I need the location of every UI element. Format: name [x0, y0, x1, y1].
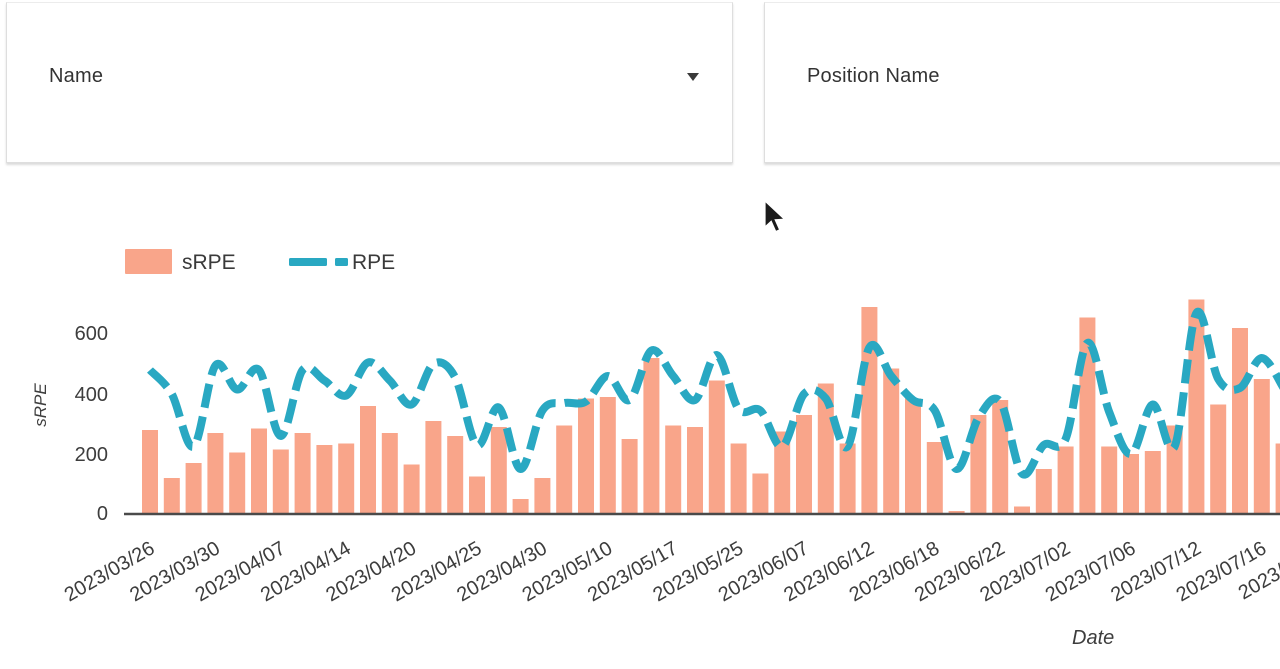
srpe-bar[interactable]	[1014, 506, 1030, 515]
srpe-bar[interactable]	[1210, 404, 1227, 515]
position-filter-label: Position Name	[807, 65, 940, 87]
srpe-bar[interactable]	[490, 427, 507, 514]
srpe-bar[interactable]	[905, 398, 921, 515]
srpe-bar[interactable]	[316, 445, 333, 514]
srpe-bar[interactable]	[817, 383, 834, 515]
srpe-bar[interactable]	[381, 433, 398, 514]
legend-rpe-swatch[interactable]	[289, 258, 351, 266]
srpe-bar[interactable]	[839, 443, 856, 515]
srpe-bar[interactable]	[621, 439, 638, 514]
srpe-bar[interactable]	[1275, 443, 1280, 515]
position-filter-card[interactable]: Position Name	[764, 2, 1280, 163]
legend-rpe-dash	[289, 258, 327, 266]
rpe-line[interactable]	[147, 307, 1280, 479]
srpe-bar[interactable]	[774, 431, 791, 515]
srpe-bar[interactable]	[185, 463, 202, 514]
srpe-bar[interactable]	[294, 433, 311, 514]
srpe-bar[interactable]	[447, 436, 464, 514]
y-tick-label: 0	[96, 503, 108, 525]
legend-rpe-dash	[335, 258, 348, 266]
y-tick-label: 400	[74, 384, 108, 406]
srpe-bar[interactable]	[796, 415, 812, 514]
srpe-bar[interactable]	[338, 443, 355, 515]
srpe-bar[interactable]	[207, 433, 224, 514]
srpe-bar[interactable]	[163, 478, 180, 514]
srpe-bar[interactable]	[1166, 425, 1183, 515]
srpe-bar[interactable]	[1057, 446, 1074, 515]
srpe-bar[interactable]	[970, 415, 987, 514]
y-tick-label: 200	[74, 444, 108, 466]
srpe-bar[interactable]	[1232, 328, 1248, 514]
srpe-bar[interactable]	[883, 368, 900, 515]
srpe-bar[interactable]	[752, 473, 769, 515]
srpe-bar[interactable]	[730, 443, 747, 515]
srpe-bar[interactable]	[687, 427, 703, 514]
srpe-bar[interactable]	[1035, 469, 1052, 514]
srpe-bar[interactable]	[861, 307, 878, 514]
name-filter-label: Name	[49, 65, 104, 87]
srpe-bar[interactable]	[556, 425, 573, 515]
srpe-bar[interactable]	[643, 358, 660, 514]
name-filter-card[interactable]: Name	[6, 2, 733, 163]
srpe-bar[interactable]	[534, 478, 551, 514]
srpe-bar[interactable]	[948, 511, 965, 514]
srpe-bar[interactable]	[1253, 379, 1270, 514]
srpe-bar[interactable]	[469, 476, 485, 515]
legend-rpe-label[interactable]: RPE	[352, 251, 396, 274]
legend-srpe-label[interactable]: sRPE	[182, 251, 236, 274]
srpe-bar[interactable]	[926, 442, 943, 514]
legend-srpe-swatch[interactable]	[125, 249, 172, 274]
srpe-bar[interactable]	[1101, 446, 1118, 515]
srpe-bar[interactable]	[1188, 299, 1205, 515]
srpe-bar[interactable]	[665, 425, 682, 515]
srpe-bar[interactable]	[425, 421, 442, 514]
mouse-cursor	[764, 199, 786, 233]
srpe-bar[interactable]	[1144, 451, 1161, 514]
srpe-bar[interactable]	[1123, 454, 1139, 514]
chevron-down-icon[interactable]	[687, 73, 699, 81]
srpe-bar[interactable]	[229, 452, 246, 515]
srpe-bar[interactable]	[992, 400, 1009, 514]
srpe-bar[interactable]	[251, 428, 267, 515]
srpe-bar[interactable]	[578, 398, 594, 515]
srpe-bar[interactable]	[512, 499, 529, 514]
srpe-bar[interactable]	[403, 464, 420, 515]
srpe-bar[interactable]	[272, 449, 289, 515]
srpe-bar[interactable]	[708, 380, 725, 515]
y-tick-label: 600	[74, 323, 108, 345]
srpe-bar[interactable]	[599, 397, 616, 514]
srpe-bar[interactable]	[360, 406, 376, 514]
srpe-bar[interactable]	[142, 430, 158, 514]
x-axis-title: Date	[1072, 627, 1115, 649]
